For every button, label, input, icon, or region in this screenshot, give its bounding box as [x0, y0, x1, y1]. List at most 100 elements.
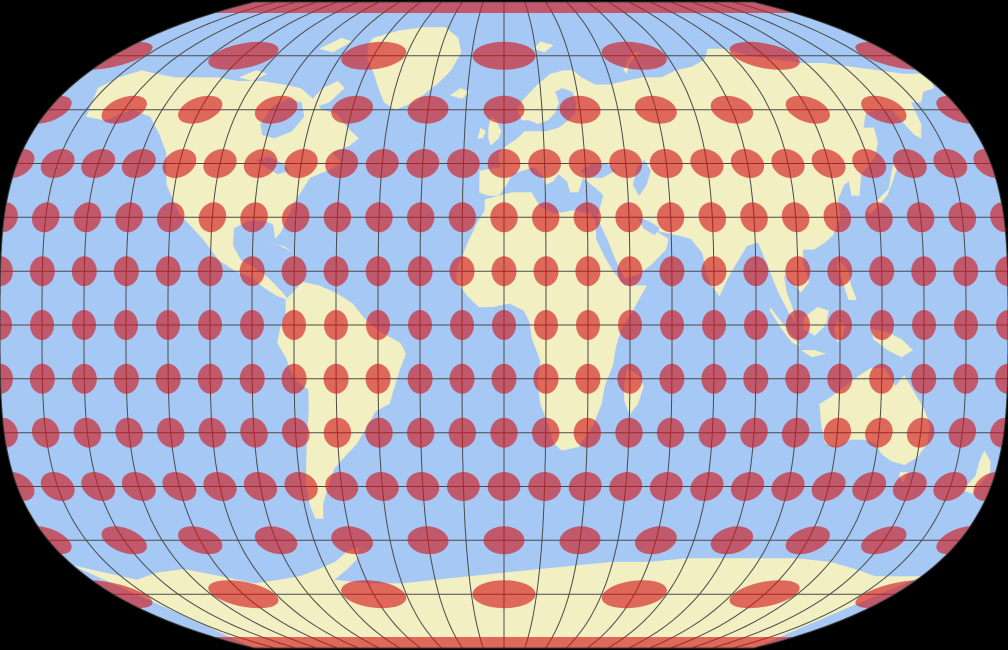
tissot-ellipse [113, 363, 139, 394]
tissot-ellipse [365, 417, 393, 448]
tissot-ellipse [407, 526, 449, 555]
tissot-ellipse [698, 202, 727, 233]
tissot-ellipse [449, 256, 475, 287]
tissot-ellipse [785, 363, 811, 394]
tissot-ellipse [203, 472, 237, 501]
tissot-ellipse [634, 526, 677, 555]
tissot-ellipse [911, 256, 937, 287]
tissot-ellipse [781, 202, 810, 233]
tissot-ellipse [771, 149, 805, 178]
tissot-ellipse [948, 417, 977, 448]
tissot-ellipse [575, 363, 601, 394]
tissot-ellipse [156, 310, 180, 340]
tissot-ellipse [29, 256, 55, 287]
tissot-ellipse [559, 526, 601, 555]
tissot-ellipse [906, 202, 935, 233]
land-borneo [803, 307, 829, 336]
tissot-ellipse [115, 202, 143, 233]
tissot-ellipse [744, 310, 768, 340]
tissot-ellipse [491, 256, 517, 287]
tissot-ellipse [852, 472, 887, 501]
tissot-ellipse [491, 363, 517, 394]
tissot-ellipse [892, 149, 927, 178]
tissot-ellipse [601, 580, 667, 609]
tissot-ellipse [729, 41, 800, 70]
tissot-ellipse [528, 149, 561, 178]
tissot-ellipse [203, 149, 237, 178]
tissot-ellipse [852, 149, 887, 178]
land-victoria-island [238, 70, 268, 81]
tissot-ellipse [649, 472, 683, 501]
tissot-ellipse [407, 95, 449, 124]
tissot-ellipse [827, 363, 853, 394]
tissot-ellipse [869, 363, 895, 394]
tissot-ellipse [771, 472, 805, 501]
tissot-ellipse [365, 202, 393, 233]
tissot-ellipse [690, 472, 724, 501]
tissot-ellipse [240, 310, 264, 340]
tissot-ellipse [449, 363, 475, 394]
tissot-ellipse [178, 526, 223, 555]
tissot-ellipse [341, 41, 407, 70]
tissot-ellipse [31, 202, 60, 233]
tissot-ellipse [710, 526, 754, 555]
tissot-ellipse [785, 526, 830, 555]
tissot-ellipse [40, 149, 75, 178]
tissot-ellipse [281, 363, 307, 394]
tissot-ellipse [29, 363, 55, 394]
land-united-kingdom [488, 116, 502, 146]
tissot-ellipse [331, 95, 374, 124]
tissot-ellipse [490, 202, 518, 233]
tissot-ellipse [115, 417, 143, 448]
tissot-ellipse [81, 149, 116, 178]
tissot-ellipse [575, 256, 601, 287]
tissot-ellipse [911, 363, 937, 394]
tissot-ellipse [365, 363, 391, 394]
tissot-ellipse [743, 363, 769, 394]
tissot-ellipse [996, 310, 1008, 340]
tissot-ellipse [534, 310, 558, 340]
tissot-ellipse [30, 310, 54, 340]
tissot-ellipse [31, 417, 60, 448]
tissot-ellipse [568, 472, 602, 501]
tissot-ellipse [710, 95, 754, 124]
tissot-ellipse [114, 310, 138, 340]
tissot-ellipse [954, 310, 978, 340]
tissot-ellipse [156, 417, 185, 448]
tissot-south-pole-band [0, 637, 1008, 648]
tissot-ellipse [617, 256, 643, 287]
land-svalbard [533, 41, 554, 53]
tissot-ellipse [365, 256, 391, 287]
tissot-ellipse [325, 472, 359, 501]
tissot-ellipse [407, 363, 433, 394]
tissot-ellipse [701, 256, 727, 287]
tissot-ellipse [576, 310, 600, 340]
tissot-ellipse [323, 417, 352, 448]
tissot-ellipse [660, 310, 684, 340]
tissot-ellipse [281, 417, 310, 448]
tissot-ellipse [659, 256, 685, 287]
tissot-ellipse [155, 256, 181, 287]
tissot-ellipse [156, 202, 185, 233]
tissot-ellipse [568, 149, 602, 178]
tissot-ellipse [447, 472, 480, 501]
tissot-ellipse [178, 95, 223, 124]
tissot-ellipse [284, 149, 318, 178]
land-iceland [449, 88, 470, 99]
tissot-ellipse [71, 256, 97, 287]
tissot-ellipse [324, 310, 348, 340]
land-ellesmere-island [319, 37, 353, 53]
tissot-ellipse [827, 256, 853, 287]
land-novaya-zemlya [623, 52, 641, 74]
tissot-ellipse [407, 202, 435, 233]
tissot-ellipse [406, 149, 440, 178]
tissot-ellipse [101, 95, 147, 124]
tissot-ellipse [609, 149, 643, 178]
tissot-ellipse [892, 472, 927, 501]
tissot-ellipse [865, 417, 893, 448]
tissot-ellipse [254, 95, 298, 124]
tissot-ellipse [487, 149, 521, 178]
